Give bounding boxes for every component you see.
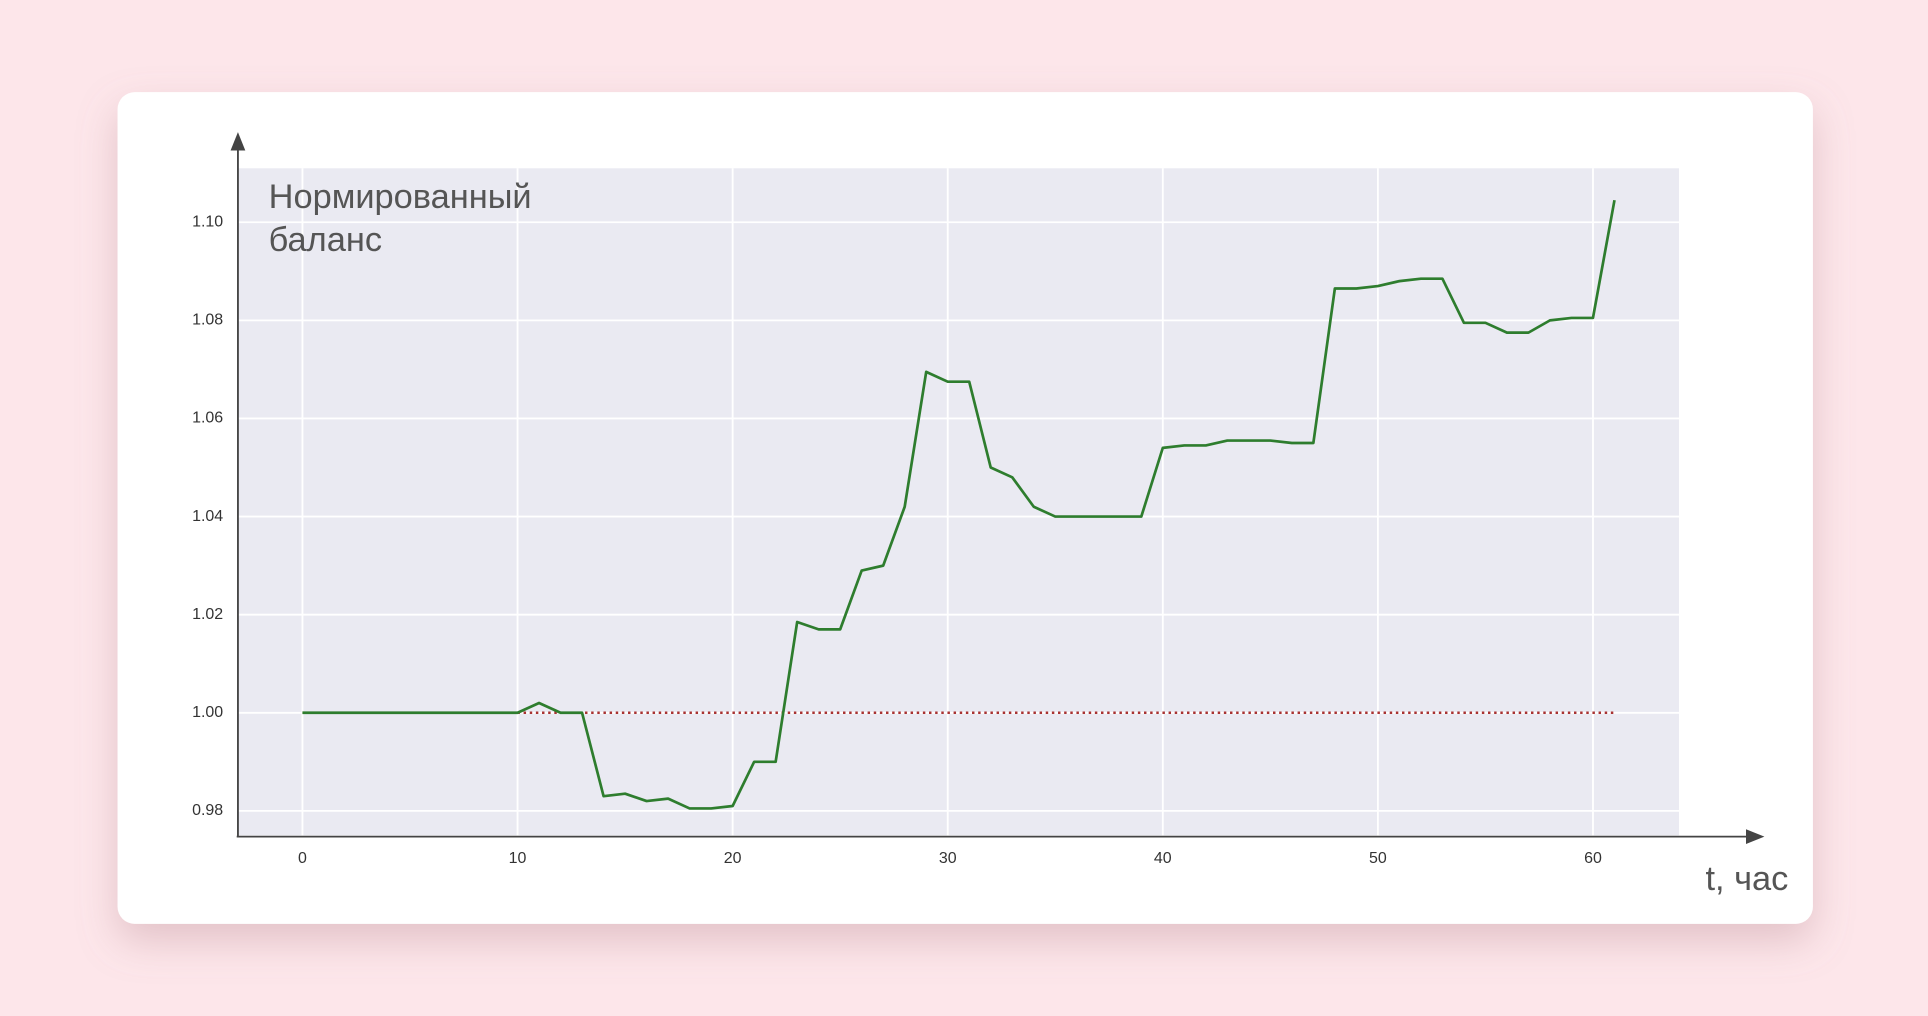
y-tick-label: 1.04: [192, 508, 223, 525]
x-tick-label: 10: [509, 850, 527, 867]
y-tick-label: 1.00: [192, 704, 223, 721]
y-tick-label: 0.98: [192, 802, 223, 819]
x-tick-label: 30: [939, 850, 957, 867]
x-axis-label: t, час: [1705, 860, 1788, 898]
x-tick-label: 20: [724, 850, 742, 867]
y-tick-label: 1.10: [192, 213, 223, 230]
x-tick-label: 50: [1369, 850, 1387, 867]
y-tick-label: 1.08: [192, 312, 223, 329]
x-tick-label: 40: [1154, 850, 1172, 867]
x-tick-label: 0: [298, 850, 307, 867]
y-tick-label: 1.06: [192, 410, 223, 427]
chart-title: Нормированный: [269, 178, 532, 216]
chart-title: баланс: [269, 221, 382, 259]
data-line: [302, 199, 1616, 810]
plot-area: [237, 168, 1680, 836]
y-tick-label: 1.02: [192, 606, 223, 623]
x-tick-label: 60: [1584, 850, 1602, 867]
